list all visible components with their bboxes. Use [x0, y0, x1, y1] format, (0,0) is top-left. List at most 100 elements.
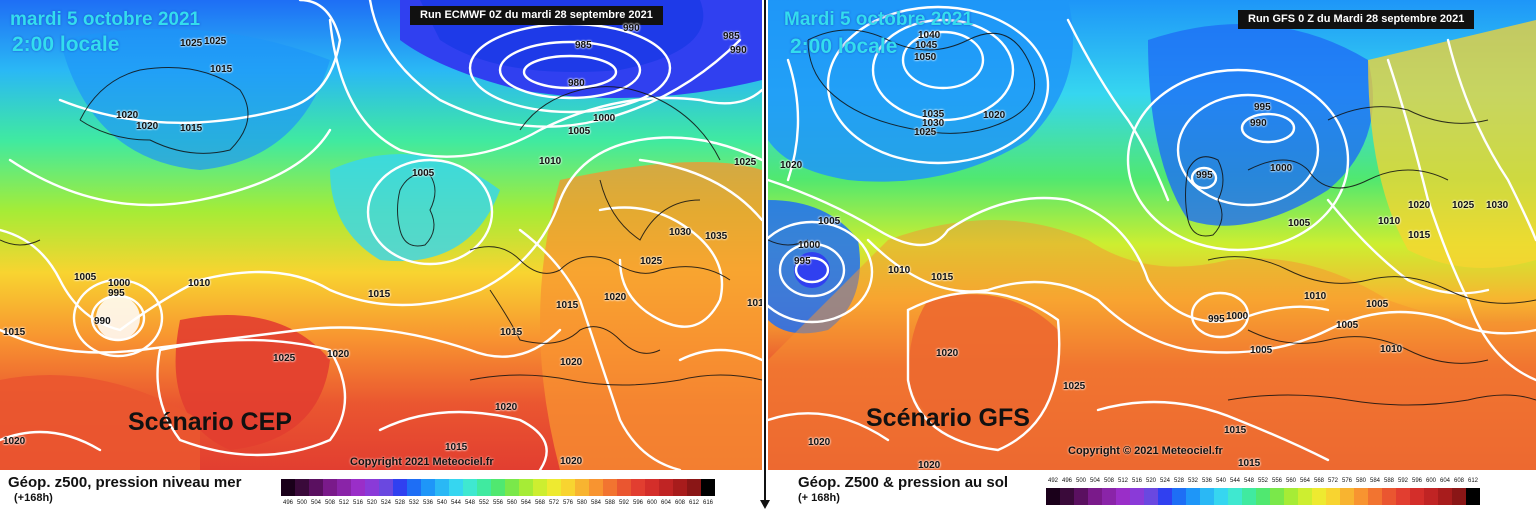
pressure-label: 1005 — [568, 126, 591, 137]
pressure-label: 1035 — [922, 109, 945, 120]
color-scale — [281, 479, 715, 496]
pressure-label: 1020 — [495, 402, 518, 413]
color-swatch — [1088, 488, 1102, 505]
scale-tick-label: 500 — [296, 500, 307, 506]
scale-tick-label: 600 — [1425, 478, 1436, 484]
color-swatch — [1368, 488, 1382, 505]
pressure-label: 990 — [94, 316, 111, 327]
forecast-time-title: 2:00 locale — [12, 33, 120, 56]
pressure-label: 1020 — [3, 436, 26, 447]
scale-tick-label: 532 — [1187, 478, 1198, 484]
scale-tick-label: 544 — [450, 500, 461, 506]
pressure-label: 1020 — [918, 460, 941, 470]
pressure-label: 1000 — [593, 113, 616, 124]
pressure-label: 1005 — [412, 168, 435, 179]
scale-tick-label: 576 — [1341, 478, 1352, 484]
color-swatch — [1046, 488, 1060, 505]
scale-tick-label: 604 — [660, 500, 671, 506]
color-swatch — [505, 479, 519, 496]
color-swatch — [1200, 488, 1214, 505]
forecast-time-title: 2:00 locale — [790, 35, 898, 58]
color-swatch — [309, 479, 323, 496]
legend-title: Géop. z500, pression niveau mer — [8, 474, 242, 491]
pressure-label: 1020 — [327, 349, 350, 360]
color-swatch — [1466, 488, 1480, 505]
ecmwf-map-panel: mardi 5 octobre 2021 2:00 locale Run ECM… — [0, 0, 762, 470]
color-swatch — [645, 479, 659, 496]
scale-tick-label: 584 — [590, 500, 601, 506]
scale-tick-label: 596 — [632, 500, 643, 506]
pressure-label: 990 — [623, 23, 640, 34]
scale-tick-label: 608 — [674, 500, 685, 506]
scale-tick-label: 500 — [1075, 478, 1086, 484]
color-swatch — [1130, 488, 1144, 505]
scale-tick-label: 544 — [1229, 478, 1240, 484]
scale-tick-label: 552 — [1257, 478, 1268, 484]
scale-tick-label: 520 — [366, 500, 377, 506]
pressure-label: 1015 — [368, 289, 391, 300]
scale-tick-label: 572 — [548, 500, 559, 506]
color-swatch — [365, 479, 379, 496]
scale-tick-label: 600 — [646, 500, 657, 506]
color-swatch — [533, 479, 547, 496]
pressure-label: 1000 — [798, 240, 821, 251]
color-swatch — [421, 479, 435, 496]
pressure-label: 1000 — [108, 278, 131, 289]
scale-tick-label: 504 — [1089, 478, 1100, 484]
pressure-label: 980 — [568, 78, 585, 89]
color-swatch — [1074, 488, 1088, 505]
pressure-label: 1005 — [1288, 218, 1311, 229]
scale-tick-label: 572 — [1327, 478, 1338, 484]
color-swatch — [477, 479, 491, 496]
scale-tick-label: 560 — [506, 500, 517, 506]
color-swatch — [575, 479, 589, 496]
pressure-label: 1015 — [747, 298, 762, 309]
gfs-map-panel: Mardi 5 octobre 2021 2:00 locale Run GFS… — [768, 0, 1536, 470]
scale-tick-label: 604 — [1439, 478, 1450, 484]
copyright-text: Copyright © 2021 Meteociel.fr — [1068, 445, 1223, 457]
pressure-label: 1025 — [273, 353, 296, 364]
scale-tick-label: 532 — [408, 500, 419, 506]
scenario-label: Scénario GFS — [866, 404, 1030, 432]
pressure-label: 1000 — [1226, 311, 1249, 322]
pressure-label: 990 — [730, 45, 747, 56]
color-swatch — [617, 479, 631, 496]
pressure-label: 1015 — [180, 123, 203, 134]
color-swatch — [1452, 488, 1466, 505]
scale-tick-label: 584 — [1369, 478, 1380, 484]
scale-tick-label: 496 — [282, 500, 293, 506]
pressure-label: 1005 — [74, 272, 97, 283]
pressure-label: 1025 — [1452, 200, 1475, 211]
pressure-label: 1015 — [1408, 230, 1431, 241]
color-swatch — [337, 479, 351, 496]
pressure-label: 995 — [1208, 314, 1225, 325]
scale-tick-label: 508 — [1103, 478, 1114, 484]
pressure-label: 1020 — [780, 160, 803, 171]
pressure-label: 1050 — [914, 52, 937, 63]
color-swatch — [1298, 488, 1312, 505]
scale-tick-label: 504 — [310, 500, 321, 506]
pressure-label: 1010 — [888, 265, 911, 276]
color-swatch — [1102, 488, 1116, 505]
scale-tick-label: 612 — [688, 500, 699, 506]
color-swatch — [449, 479, 463, 496]
pressure-label: 995 — [108, 288, 125, 299]
scale-tick-label: 548 — [1243, 478, 1254, 484]
scale-tick-label: 520 — [1145, 478, 1156, 484]
color-swatch — [687, 479, 701, 496]
color-swatch — [1326, 488, 1340, 505]
color-swatch — [1242, 488, 1256, 505]
pressure-label: 1005 — [1250, 345, 1273, 356]
pressure-label: 1035 — [705, 231, 728, 242]
color-swatch — [1214, 488, 1228, 505]
scale-tick-label: 528 — [1173, 478, 1184, 484]
copyright-text: Copyright 2021 Meteociel.fr — [350, 456, 494, 468]
color-swatch — [323, 479, 337, 496]
scale-tick-label: 592 — [1397, 478, 1408, 484]
color-swatch — [1144, 488, 1158, 505]
scale-tick-label: 512 — [1117, 478, 1128, 484]
color-swatch — [1438, 488, 1452, 505]
scale-tick-label: 588 — [1383, 478, 1394, 484]
scale-tick-label: 516 — [1131, 478, 1142, 484]
scale-tick-label: 512 — [338, 500, 349, 506]
